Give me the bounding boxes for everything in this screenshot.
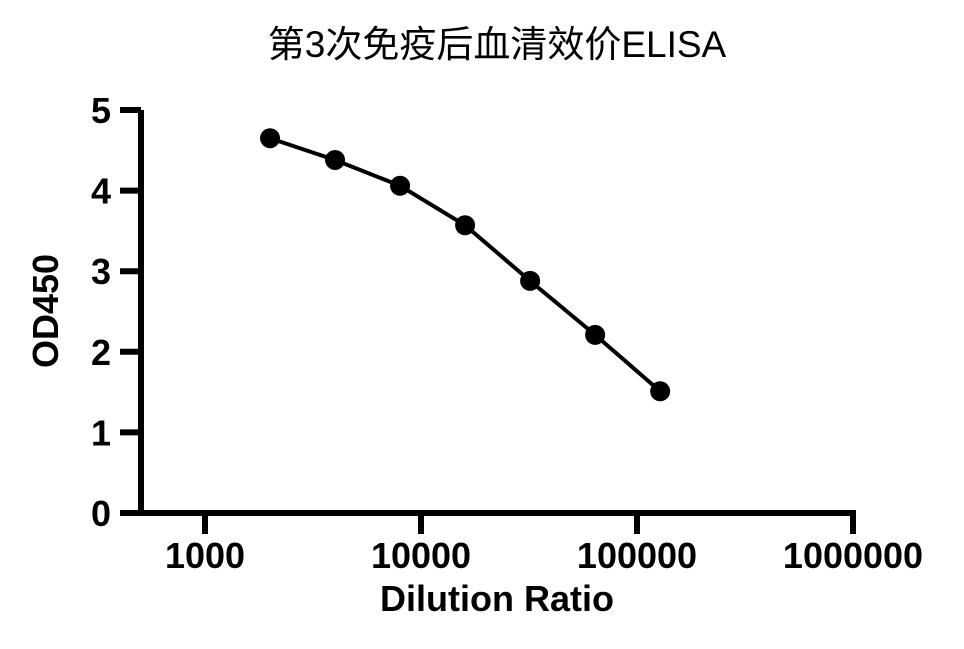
series-line: [269, 136, 662, 393]
data-point: [455, 215, 476, 236]
y-tick-label: 2: [91, 332, 111, 373]
data-point: [520, 270, 541, 291]
data-point: [390, 175, 411, 196]
x-tick-label: 1000000: [783, 535, 923, 576]
data-point: [650, 381, 671, 402]
data-point: [260, 128, 281, 149]
y-tick-label: 3: [91, 251, 111, 292]
x-axis-label: Dilution Ratio: [380, 578, 614, 619]
x-tick-label: 1000: [165, 535, 245, 576]
y-tick-label: 5: [91, 90, 111, 131]
y-axis-label: OD450: [25, 254, 66, 368]
y-tick-label: 1: [91, 412, 111, 453]
y-tick-label: 4: [91, 171, 111, 212]
x-tick-label: 100000: [577, 535, 697, 576]
y-tick-label: 0: [91, 493, 111, 534]
data-series: [260, 128, 671, 402]
chart-title: 第3次免疫后血清效价ELISA: [268, 24, 727, 65]
x-tick-label: 10000: [371, 535, 471, 576]
data-point: [325, 149, 346, 170]
data-point: [585, 324, 606, 345]
axes: 0 1 2 3 4 5 1000 10000 100000 1000000: [91, 90, 923, 576]
